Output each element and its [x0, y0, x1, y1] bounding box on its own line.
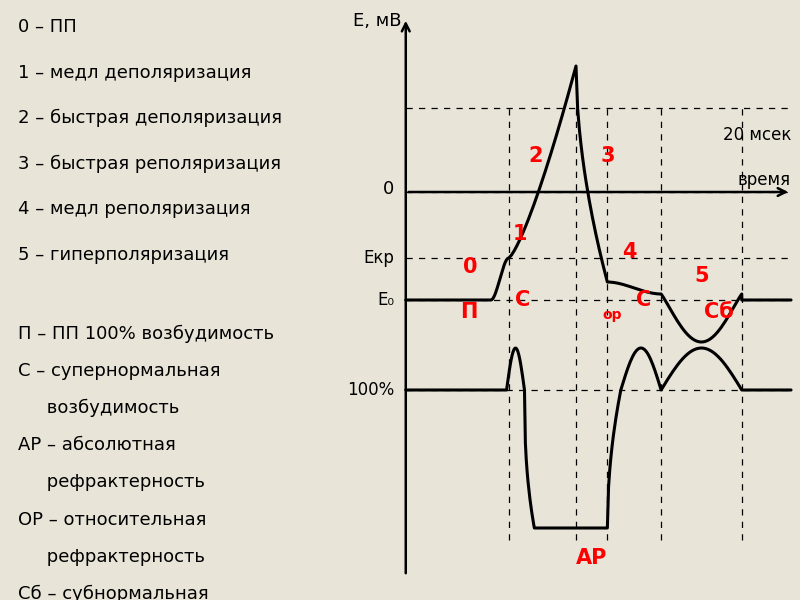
Text: П – ПП 100% возбудимость: П – ПП 100% возбудимость — [18, 325, 274, 343]
Text: 1: 1 — [513, 224, 527, 244]
Text: 3: 3 — [600, 146, 614, 166]
Text: Сб – субнормальная: Сб – субнормальная — [18, 585, 208, 600]
Text: 4: 4 — [622, 242, 637, 262]
Text: 0 – ПП: 0 – ПП — [18, 18, 76, 36]
Text: ОР – относительная: ОР – относительная — [18, 511, 206, 529]
Text: 0: 0 — [463, 257, 478, 277]
Text: 2 – быстрая деполяризация: 2 – быстрая деполяризация — [18, 109, 282, 127]
Text: С – супернормальная: С – супернормальная — [18, 362, 220, 380]
Text: рефрактерность: рефрактерность — [18, 548, 205, 566]
Text: Е₀: Е₀ — [378, 291, 394, 309]
Text: рефрактерность: рефрактерность — [18, 473, 205, 491]
Text: 100%: 100% — [347, 381, 394, 399]
Text: 2: 2 — [529, 146, 543, 166]
Text: 0: 0 — [383, 180, 394, 198]
Text: 20 мсек: 20 мсек — [722, 126, 791, 144]
Text: С: С — [514, 290, 530, 310]
Text: время: время — [738, 171, 791, 189]
Text: 4 – медл реполяризация: 4 – медл реполяризация — [18, 200, 250, 218]
Text: АР: АР — [576, 548, 607, 568]
Text: возбудимость: возбудимость — [18, 399, 179, 417]
Text: ор: ор — [602, 308, 622, 322]
Text: С: С — [635, 290, 651, 310]
Text: П: П — [460, 302, 477, 322]
Text: 3 – быстрая реполяризация: 3 – быстрая реполяризация — [18, 155, 281, 173]
Text: Сб: Сб — [705, 302, 734, 322]
Text: 5: 5 — [694, 266, 709, 286]
Text: 5 – гиперполяризация: 5 – гиперполяризация — [18, 246, 229, 264]
Text: 1 – медл деполяризация: 1 – медл деполяризация — [18, 64, 251, 82]
Text: АР – абсолютная: АР – абсолютная — [18, 436, 175, 454]
Text: E, мВ: E, мВ — [353, 12, 402, 30]
Text: Екр: Екр — [364, 249, 394, 267]
